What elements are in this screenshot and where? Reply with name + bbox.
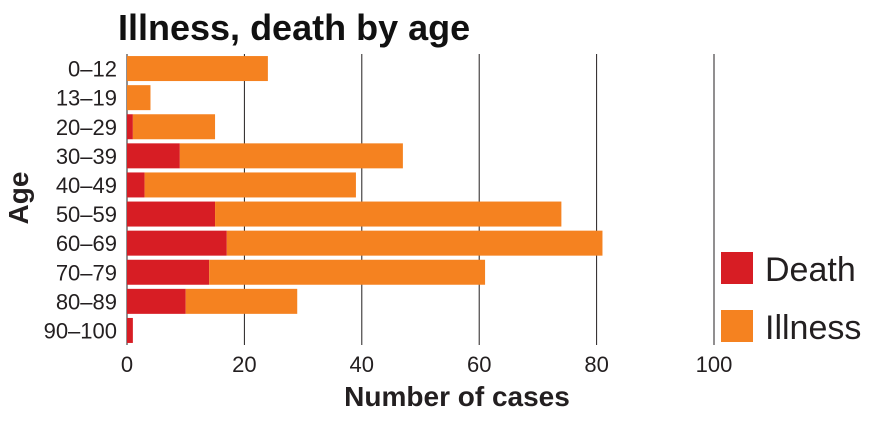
bar-death-3 [127,143,180,169]
bar-illness-6 [226,230,603,256]
bar-illness-8 [185,288,298,314]
bar-death-2 [127,114,133,140]
legend: Death Illness [721,251,861,347]
bar-illness-7 [209,259,486,285]
x-tick-label-1: 20 [232,352,256,377]
y-tick-label-8: 80–89 [56,289,117,314]
x-tick-label-4: 80 [584,352,608,377]
x-tick-labels: 0 20 40 60 80 100 [121,352,732,377]
y-tick-label-3: 30–39 [56,144,117,169]
bar-illness-4 [144,172,356,198]
bar-illness-5 [215,201,562,227]
y-tick-label-9: 90–100 [44,318,117,343]
legend-label-death: Death [765,251,856,289]
y-tick-label-7: 70–79 [56,260,117,285]
y-tick-label-0: 0–12 [68,57,117,82]
bar-illness-1 [127,85,151,111]
chart-title: Illness, death by age [118,7,470,48]
bar-death-7 [127,259,210,285]
bar-illness-2 [132,114,216,140]
y-tick-label-5: 50–59 [56,202,117,227]
y-tick-label-1: 13–19 [56,86,117,111]
bar-death-6 [127,230,227,256]
y-tick-label-2: 20–29 [56,115,117,140]
legend-swatch-illness [721,310,753,342]
x-tick-label-0: 0 [121,352,133,377]
x-tick-label-2: 40 [350,352,374,377]
bar-death-9 [127,317,133,343]
legend-swatch-death [721,252,753,284]
bars [127,56,603,343]
x-tick-label-3: 60 [467,352,491,377]
x-tick-label-5: 100 [696,352,733,377]
y-tick-labels: 0–12 13–19 20–29 30–39 40–49 50–59 60–69 70–79 8… [44,57,117,344]
legend-label-illness: Illness [765,309,861,347]
bar-illness-0 [127,56,268,82]
bar-death-5 [127,201,216,227]
bar-death-8 [127,288,186,314]
x-axis-title: Number of cases [344,381,570,412]
y-tick-label-6: 60–69 [56,231,117,256]
y-axis-title: Age [3,172,34,225]
bar-death-4 [127,172,145,198]
bar-illness-3 [179,143,403,169]
y-tick-label-4: 40–49 [56,173,117,198]
